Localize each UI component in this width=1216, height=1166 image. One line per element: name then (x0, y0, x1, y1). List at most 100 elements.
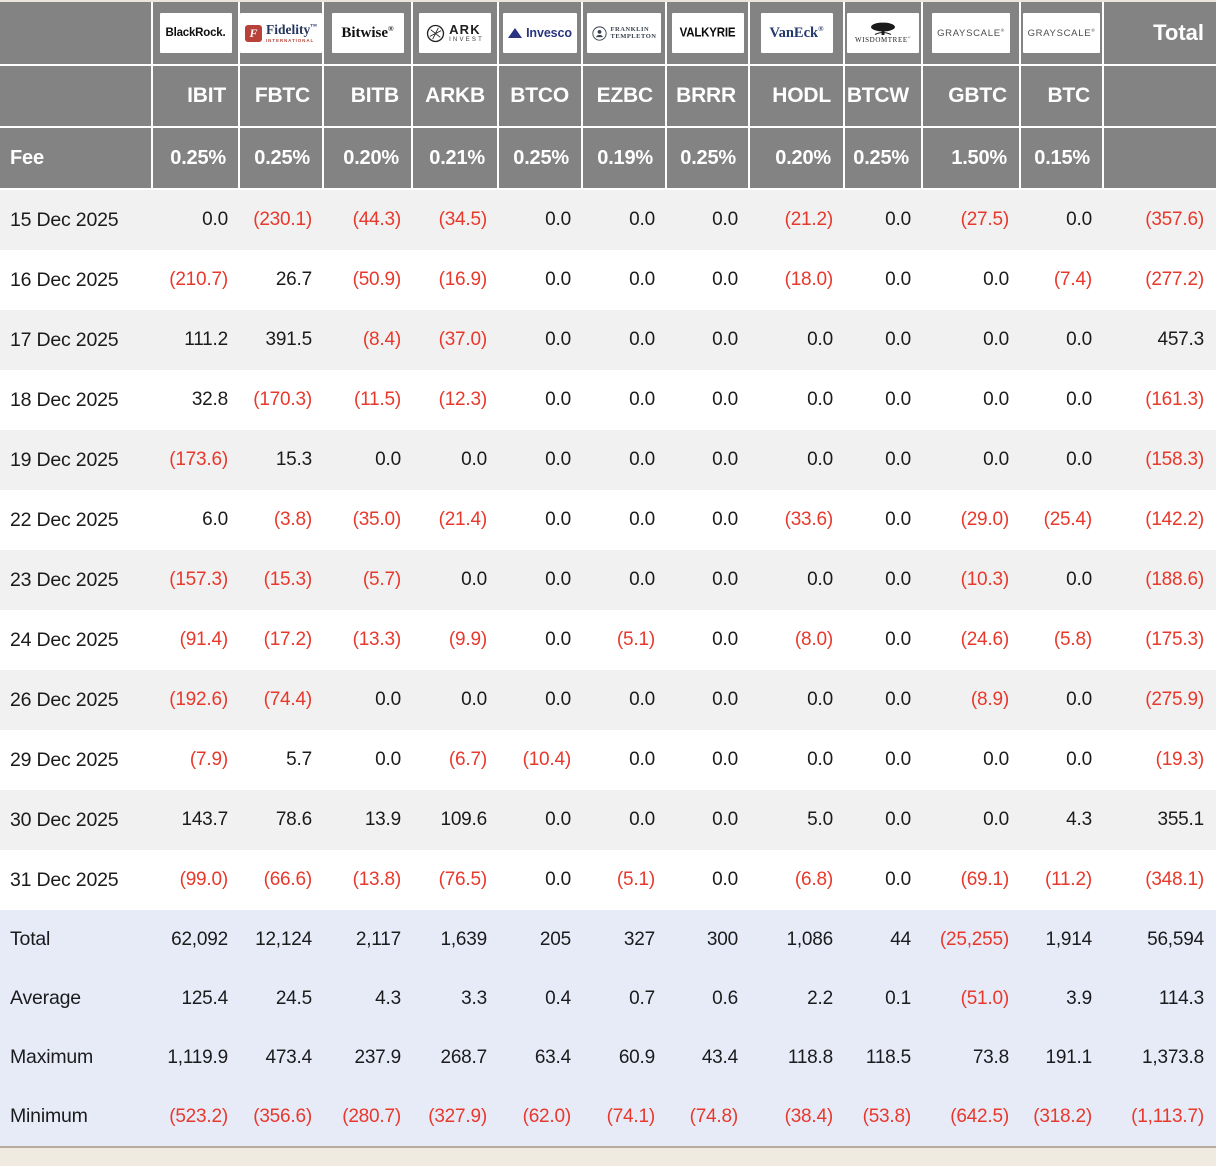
ticker-cell-ezbc: EZBC (583, 66, 667, 128)
row-total-cell: (175.3) (1145, 629, 1204, 650)
table-row: 15 Dec 2025 0.0 (230.1) (44.3) (34.5) 0.0 0.0 0… (0, 190, 1216, 250)
value-cell: 0.0 (885, 209, 911, 230)
value-cell: 0.0 (629, 449, 655, 470)
value-cell: 5.7 (286, 749, 312, 770)
value-cell: 0.0 (807, 329, 833, 350)
value-cell: (18.0) (784, 269, 834, 290)
value-cell: 0.0 (983, 329, 1009, 350)
fee-cell-fbtc: 0.25% (240, 128, 324, 190)
logo-cell-btcw: WISDOMTREE® (845, 2, 923, 66)
value-cell: 0.0 (545, 689, 571, 710)
value-cell: 0.0 (629, 749, 655, 770)
table-row: 16 Dec 2025 (210.7) 26.7 (50.9) (16.9) 0.0 0.0… (0, 250, 1216, 310)
value-cell: (76.5) (438, 869, 488, 890)
invesco-mountain-icon (508, 28, 523, 38)
value-cell: 0.0 (885, 569, 911, 590)
value-cell: 0.0 (885, 629, 911, 650)
value-cell: (27.5) (960, 209, 1010, 230)
ticker-cell-btcw: BTCW (845, 66, 923, 128)
value-cell: 0.0 (545, 509, 571, 530)
summary-total-cell: 56,594 (1147, 928, 1204, 950)
fee-cell-arkb: 0.21% (413, 128, 499, 190)
value-cell: 0.0 (807, 689, 833, 710)
summary-value-cell: 327 (623, 928, 655, 950)
grayscale-logo: GRAYSCALE® (932, 13, 1010, 53)
summary-value-cell: (62.0) (522, 1105, 572, 1127)
value-cell: 0.0 (375, 749, 401, 770)
logo-cell-bitb: Bitwise® (324, 2, 413, 66)
summary-value-cell: (642.5) (950, 1105, 1009, 1127)
value-cell: 0.0 (629, 389, 655, 410)
bitwise-logo: Bitwise® (331, 13, 404, 53)
date-cell: 17 Dec 2025 (10, 328, 119, 351)
value-cell: 0.0 (629, 329, 655, 350)
value-cell: 0.0 (983, 389, 1009, 410)
total-header: Total (1104, 2, 1216, 66)
logo-cell-arkb: ARK INVEST (413, 2, 499, 66)
summary-value-cell: 63.4 (534, 1046, 571, 1068)
value-cell: 0.0 (461, 569, 487, 590)
value-cell: (11.2) (1044, 869, 1092, 890)
row-total-cell: (188.6) (1145, 569, 1204, 590)
date-cell: 22 Dec 2025 (10, 508, 119, 531)
summary-value-cell: 62,092 (171, 928, 228, 950)
ticker-cell-gbtc: GBTC (923, 66, 1021, 128)
summary-value-cell: 191.1 (1045, 1046, 1092, 1068)
summary-value-cell: 2.2 (807, 987, 833, 1009)
summary-value-cell: (74.1) (606, 1105, 656, 1127)
logo-cell-brrr: VALKYRIE (667, 2, 750, 66)
date-cell: 19 Dec 2025 (10, 448, 119, 471)
row-total-cell: (348.1) (1145, 869, 1204, 890)
value-cell: 0.0 (885, 389, 911, 410)
date-cell: 16 Dec 2025 (10, 268, 119, 291)
value-cell: 0.0 (885, 449, 911, 470)
value-cell: (7.9) (189, 749, 228, 770)
value-cell: (16.9) (438, 269, 488, 290)
ticker-cell-brrr: BRRR (667, 66, 750, 128)
value-cell: 0.0 (712, 449, 738, 470)
date-cell: 24 Dec 2025 (10, 628, 119, 651)
value-cell: (17.2) (263, 629, 313, 650)
summary-value-cell: 473.4 (265, 1046, 312, 1068)
summary-value-cell: 12,124 (255, 928, 312, 950)
logo-header-row: BlackRock. F Fidelity™ INTERNATIONAL Bitwise… (0, 2, 1216, 66)
value-cell: (50.9) (352, 269, 402, 290)
value-cell: 143.7 (181, 809, 228, 830)
logo-cell-btco: Invesco (499, 2, 583, 66)
fee-total-cell (1104, 128, 1216, 190)
row-total-cell: (158.3) (1145, 449, 1204, 470)
corner-cell (0, 2, 153, 66)
value-cell: (13.8) (352, 869, 402, 890)
value-cell: (170.3) (253, 389, 312, 410)
summary-value-cell: (523.2) (169, 1105, 228, 1127)
value-cell: 0.0 (885, 329, 911, 350)
summary-value-cell: 1,119.9 (167, 1046, 228, 1068)
ark-logo: ARK INVEST (419, 13, 491, 53)
value-cell: (91.4) (179, 629, 229, 650)
row-total-cell: (275.9) (1145, 689, 1204, 710)
date-cell: 31 Dec 2025 (10, 868, 119, 891)
value-cell: 0.0 (712, 749, 738, 770)
value-cell: 0.0 (983, 269, 1009, 290)
value-cell: (8.0) (794, 629, 833, 650)
fee-cell-bitb: 0.20% (324, 128, 413, 190)
value-cell: (15.3) (263, 569, 313, 590)
date-cell: 23 Dec 2025 (10, 568, 119, 591)
wisdomtree-logo: WISDOMTREE® (847, 13, 919, 53)
value-cell: 0.0 (712, 389, 738, 410)
summary-value-cell: 0.4 (545, 987, 571, 1009)
value-cell: 0.0 (885, 269, 911, 290)
value-cell: (12.3) (438, 389, 488, 410)
summary-value-cell: 205 (539, 928, 571, 950)
value-cell: 0.0 (983, 809, 1009, 830)
value-cell: 15.3 (275, 449, 312, 470)
summary-value-cell: 2,117 (355, 928, 401, 950)
ticker-cell-ibit: IBIT (153, 66, 240, 128)
value-cell: 0.0 (629, 689, 655, 710)
summary-value-cell: (327.9) (428, 1105, 487, 1127)
value-cell: (157.3) (169, 569, 228, 590)
table-row: 24 Dec 2025 (91.4) (17.2) (13.3) (9.9) 0.0 (5.… (0, 610, 1216, 670)
value-cell: 0.0 (629, 809, 655, 830)
